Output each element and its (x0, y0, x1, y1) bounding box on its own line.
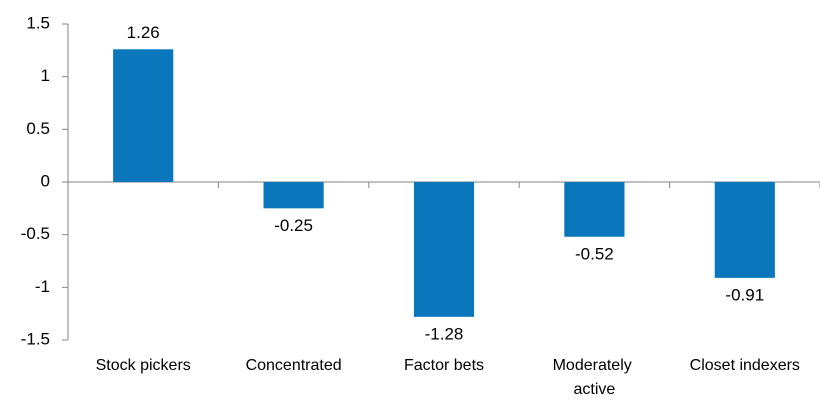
y-tick-label: 1 (41, 66, 50, 85)
y-tick-label: 1.5 (26, 13, 50, 32)
y-tick-label: 0 (41, 171, 50, 190)
y-tick-label: -0.5 (21, 224, 50, 243)
bar (714, 182, 775, 278)
y-tick-label: 0.5 (26, 119, 50, 138)
bar (263, 182, 324, 209)
y-tick-label: -1 (35, 277, 50, 296)
x-tick-label: Moderately active (553, 357, 637, 398)
bar (413, 182, 475, 317)
x-tick-label: Closet indexers (690, 357, 800, 374)
data-label: -0.52 (575, 244, 614, 263)
y-tick-label: -1.5 (21, 329, 50, 348)
x-tick-label: Stock pickers (96, 357, 191, 374)
bar (564, 182, 625, 237)
x-tick-label: Factor bets (404, 357, 484, 374)
data-label: 1.26 (127, 23, 160, 42)
data-label: -0.91 (725, 285, 764, 304)
data-label: -0.25 (274, 216, 313, 235)
data-label: -1.28 (425, 324, 464, 343)
x-tick-label: Concentrated (246, 357, 342, 374)
bar (113, 49, 174, 182)
